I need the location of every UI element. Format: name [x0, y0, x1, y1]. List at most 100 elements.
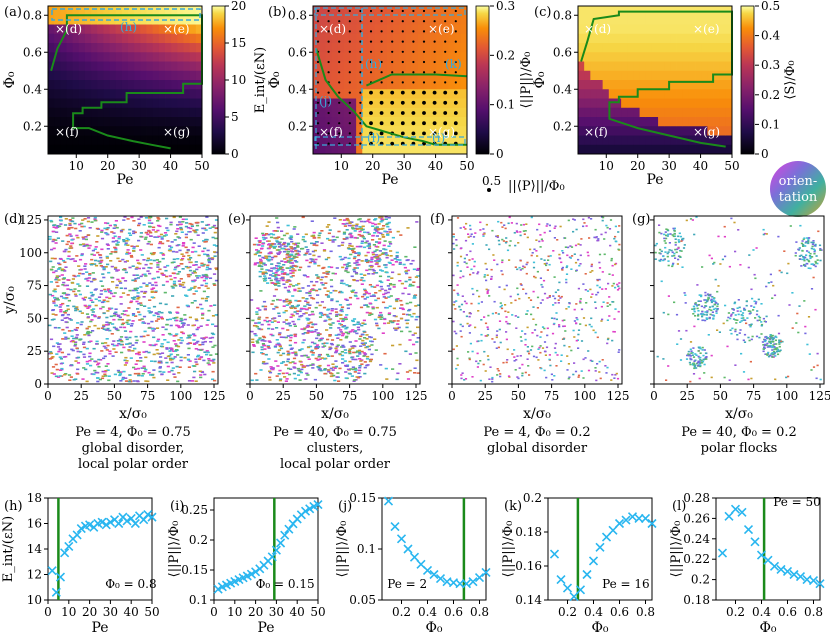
particle: [263, 340, 267, 342]
particle: [144, 236, 148, 239]
particle: [55, 342, 59, 344]
particle: [275, 240, 279, 242]
particle: [199, 349, 203, 351]
particle: [74, 378, 78, 380]
heatmap-a-cell: [152, 117, 160, 127]
particle: [202, 290, 206, 293]
particle: [387, 296, 391, 298]
particle: [348, 351, 352, 353]
particle: [290, 262, 295, 264]
particle: [151, 253, 155, 256]
particle: [359, 335, 363, 338]
heatmap-a-cell: [189, 89, 197, 99]
heatmap-c-cell: [651, 70, 659, 81]
heatmap-c-cell: [688, 43, 696, 53]
particle: [608, 315, 611, 317]
heatmap-c-cell: [614, 52, 622, 62]
particle: [258, 309, 262, 311]
heatmap-c-cell: [682, 107, 690, 118]
particle: [306, 346, 311, 349]
heatmap-c-cell: [670, 98, 677, 109]
particle: [78, 285, 82, 287]
particle: [514, 369, 517, 371]
particle: [104, 347, 108, 349]
heatmap-c-cell: [608, 80, 616, 90]
heatmap-a-cell: [78, 89, 86, 99]
heatmap-c-cell: [639, 52, 647, 62]
polarization-arrow: [338, 50, 341, 53]
particle: [504, 227, 507, 230]
heatmap-c-cell: [651, 126, 659, 136]
particle: [142, 259, 146, 261]
particle: [483, 274, 486, 276]
particle: [616, 377, 620, 380]
particle: [280, 277, 285, 279]
particle: [202, 338, 206, 340]
particle: [163, 339, 167, 341]
particle: [202, 279, 206, 282]
particle: [331, 369, 335, 371]
particle: [316, 346, 321, 348]
particle: [256, 262, 260, 264]
dashed-box-a: [51, 8, 201, 21]
particle: [208, 227, 212, 229]
particle: [310, 260, 314, 262]
heatmap-b-cell: [454, 89, 462, 99]
heatmap-a-cell: [115, 98, 123, 109]
particle: [323, 287, 327, 289]
particle: [89, 331, 93, 334]
particle: [287, 323, 291, 325]
particle: [163, 235, 167, 237]
particle: [563, 325, 566, 327]
particle: [594, 370, 597, 372]
particle: [365, 296, 370, 299]
particle: [488, 295, 491, 297]
particle: [582, 317, 586, 319]
heatmap-c-cell: [719, 107, 727, 118]
particle: [276, 298, 280, 301]
particle: [338, 304, 343, 306]
particle: [174, 349, 179, 351]
particle: [311, 364, 315, 366]
particle: [369, 261, 373, 263]
particle: [531, 345, 534, 348]
particle: [78, 243, 83, 246]
panel-a-frame: [47, 5, 203, 155]
particle: [173, 239, 177, 241]
x-tick-label: 75: [140, 389, 155, 403]
heatmap-b-cell: [430, 135, 437, 146]
particle: [81, 219, 85, 221]
particle: [104, 222, 108, 224]
particle: [261, 273, 265, 275]
particle: [152, 226, 156, 229]
particle: [57, 343, 61, 346]
particle: [388, 231, 392, 233]
heatmap-c-cell: [725, 24, 733, 35]
particle: [292, 366, 296, 368]
heatmap-c-cell: [614, 15, 622, 25]
particle: [367, 345, 371, 348]
particle: [332, 289, 336, 292]
particle: [495, 336, 498, 339]
polarization-arrow: [338, 142, 341, 145]
particle: [58, 348, 62, 350]
particle: [69, 235, 73, 237]
particle: [384, 216, 388, 218]
particle: [363, 220, 367, 223]
particle: [553, 227, 556, 229]
particle: [591, 293, 594, 295]
particle: [305, 259, 309, 262]
heatmap-b-cell: [393, 43, 400, 53]
heatmap-a-cell: [84, 33, 92, 44]
particle: [74, 341, 78, 343]
particle: [174, 284, 178, 287]
heatmap-b-cell: [313, 33, 320, 44]
heatmap-c-cell: [639, 15, 647, 25]
particle: [97, 317, 101, 319]
particle: [57, 279, 61, 281]
heatmap-a-cell: [134, 117, 141, 127]
particle: [345, 236, 349, 239]
particle: [294, 299, 298, 302]
heatmap-c-cell: [701, 80, 708, 90]
polarization-arrow: [327, 9, 330, 13]
